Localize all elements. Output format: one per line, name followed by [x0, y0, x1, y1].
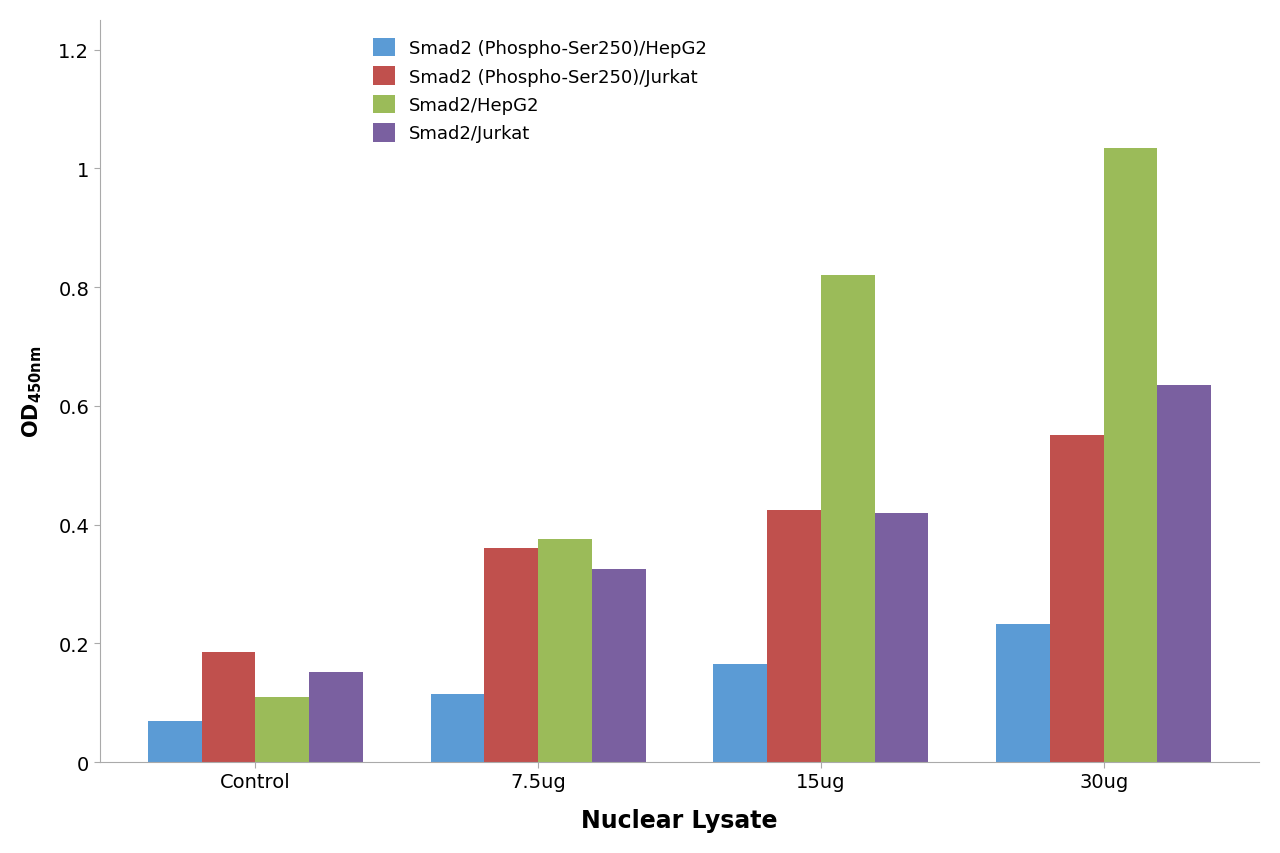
Bar [713, 664, 767, 763]
Bar [255, 697, 308, 763]
Bar [201, 653, 255, 763]
Bar [767, 510, 820, 763]
Bar [147, 721, 201, 763]
Bar [484, 548, 538, 763]
Bar [1103, 148, 1157, 763]
Bar [820, 276, 874, 763]
Y-axis label: $\mathbf{OD}$$\mathbf{_{450nm}}$: $\mathbf{OD}$$\mathbf{_{450nm}}$ [20, 345, 45, 438]
Bar [996, 624, 1050, 763]
Bar [874, 514, 928, 763]
Bar [538, 540, 591, 763]
Bar [430, 694, 484, 763]
X-axis label: Nuclear Lysate: Nuclear Lysate [581, 809, 778, 833]
Bar [1157, 386, 1211, 763]
Bar [591, 570, 645, 763]
Legend: Smad2 (Phospho-Ser250)/HepG2, Smad2 (Phospho-Ser250)/Jurkat, Smad2/HepG2, Smad2/: Smad2 (Phospho-Ser250)/HepG2, Smad2 (Pho… [364, 30, 716, 152]
Bar [308, 672, 362, 763]
Bar [1050, 436, 1103, 763]
